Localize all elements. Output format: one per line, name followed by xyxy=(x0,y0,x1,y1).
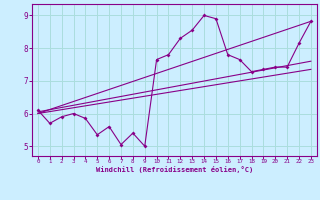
X-axis label: Windchill (Refroidissement éolien,°C): Windchill (Refroidissement éolien,°C) xyxy=(96,166,253,173)
